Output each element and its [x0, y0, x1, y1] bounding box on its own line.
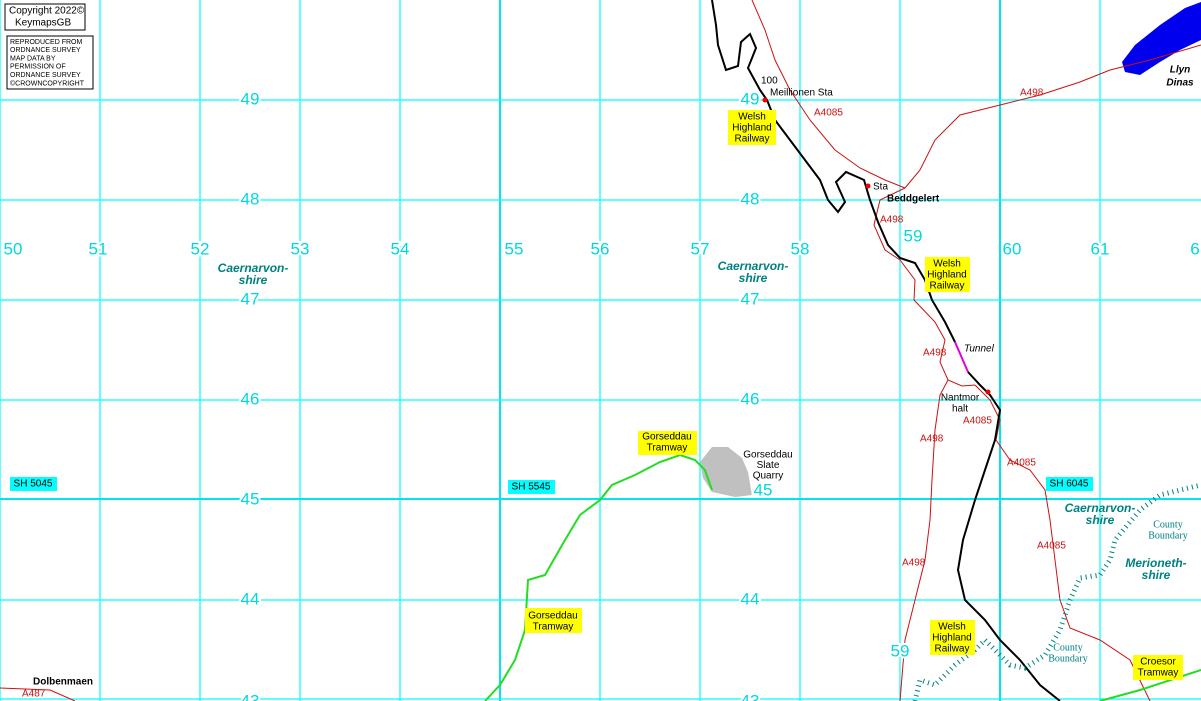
road-label: A498 [880, 215, 904, 226]
railway-label: Gorseddau [642, 432, 691, 443]
label-boxes [4, 3, 1183, 680]
northing-label: 48 [741, 189, 760, 208]
easting-label: 58 [791, 239, 810, 258]
railway-label: Highland [732, 123, 771, 134]
lake-label: Llyn [1170, 65, 1191, 76]
notice: PERMISSION OF [10, 64, 66, 71]
road-label: A487 [22, 689, 46, 700]
northing-label: 43 [741, 691, 760, 701]
place-label: Gorseddau [743, 450, 792, 461]
northing-label: 47 [741, 289, 760, 308]
place-label: Meillionen Sta [770, 88, 833, 99]
easting-label: 59 [904, 226, 923, 245]
notice: ORDNANCE SURVEY [10, 47, 81, 54]
northing-label: 48 [241, 189, 260, 208]
road-label: A4085 [1007, 458, 1036, 469]
railway-label: Gorseddau [528, 611, 577, 622]
northing-label: 45 [754, 480, 773, 499]
county-boundary [912, 482, 1201, 701]
place-label: Tunnel [964, 344, 995, 355]
northing-label: 46 [741, 389, 760, 408]
place-label: Nantmor [941, 393, 980, 404]
railway-label: Railway [929, 281, 964, 292]
northing-label: 49 [741, 89, 760, 108]
railway-label: Tramway [533, 622, 574, 633]
railway-label: Tramway [647, 443, 688, 454]
lake-label: Dinas [1166, 78, 1194, 89]
place-label: Dolbenmaen [33, 677, 93, 688]
railway-label: Croesor [1140, 657, 1176, 668]
northing-label: 43 [241, 691, 260, 701]
road-label: A4085 [1037, 541, 1066, 552]
place-label: Beddgelert [887, 194, 940, 205]
railway-label: Welsh [738, 112, 766, 123]
height-label: 100 [761, 76, 778, 87]
county-label: Caernarvon- [218, 261, 289, 275]
county-label: Merioneth- [1125, 556, 1186, 570]
railway-label: Railway [734, 134, 769, 145]
place-label: Slate [757, 460, 780, 471]
notice: ORDNANCE SURVEY [10, 72, 81, 79]
stations [762, 97, 991, 395]
easting-label: 56 [591, 239, 610, 258]
easting-label: 53 [291, 239, 310, 258]
place-label: Quarry [753, 471, 784, 482]
notice: MAP DATA BY [10, 55, 56, 62]
road-label: A4085 [814, 108, 843, 119]
railway-label: Highland [932, 633, 971, 644]
railway-label: Welsh [938, 622, 966, 633]
railway [711, 0, 1061, 701]
easting-label: 54 [391, 239, 410, 258]
northing-label: 47 [241, 289, 260, 308]
road-label: A498 [902, 558, 926, 569]
easting-label: 55 [505, 239, 524, 258]
boundary-label: Boundary [1148, 530, 1187, 541]
easting-label: 6 [1190, 239, 1199, 258]
grid-ref: SH 6045 [1050, 479, 1089, 490]
road-label: A4085 [963, 416, 992, 427]
lake [1122, 2, 1201, 75]
county-label: shire [1142, 568, 1171, 582]
copyright: Copyright 2022© [9, 6, 85, 17]
northing-label: 45 [241, 489, 260, 508]
boundary-label: Boundary [1048, 653, 1087, 664]
place-label: Sta [873, 182, 888, 193]
copyright: KeymapsGB [15, 18, 71, 29]
northing-label: 49 [241, 89, 260, 108]
easting-label: 59 [891, 641, 910, 660]
place-label: halt [952, 404, 968, 415]
grid-ref: SH 5045 [14, 479, 53, 490]
easting-label: 61 [1091, 239, 1110, 258]
easting-label: 51 [89, 239, 108, 258]
easting-label: 50 [4, 239, 23, 258]
county-label: Caernarvon- [1065, 501, 1136, 515]
easting-label: 57 [691, 239, 710, 258]
county-label: shire [739, 271, 768, 285]
northing-label: 44 [741, 589, 760, 608]
county-label: shire [239, 273, 268, 287]
boundary-label: County [1153, 519, 1182, 530]
boundary-label: County [1053, 642, 1082, 653]
railway-label: Tramway [1138, 668, 1179, 679]
road-label: A498 [923, 348, 947, 359]
road-label: A498 [1020, 88, 1044, 99]
notice: ©CROWNCOPYRIGHT [10, 79, 85, 87]
grid-ref: SH 5545 [512, 482, 551, 493]
easting-label: 52 [191, 239, 210, 258]
easting-label: 60 [1003, 239, 1022, 258]
notice: REPRODUCED FROM [10, 39, 83, 46]
northing-label: 46 [241, 389, 260, 408]
county-label: Caernarvon- [718, 259, 789, 273]
road-label: A498 [920, 434, 944, 445]
railway-label: Railway [934, 644, 969, 655]
county-label: shire [1086, 513, 1115, 527]
quarry [700, 447, 752, 497]
northing-label: 44 [241, 589, 260, 608]
railway-label: Highland [927, 270, 966, 281]
railway-label: Welsh [933, 259, 961, 270]
